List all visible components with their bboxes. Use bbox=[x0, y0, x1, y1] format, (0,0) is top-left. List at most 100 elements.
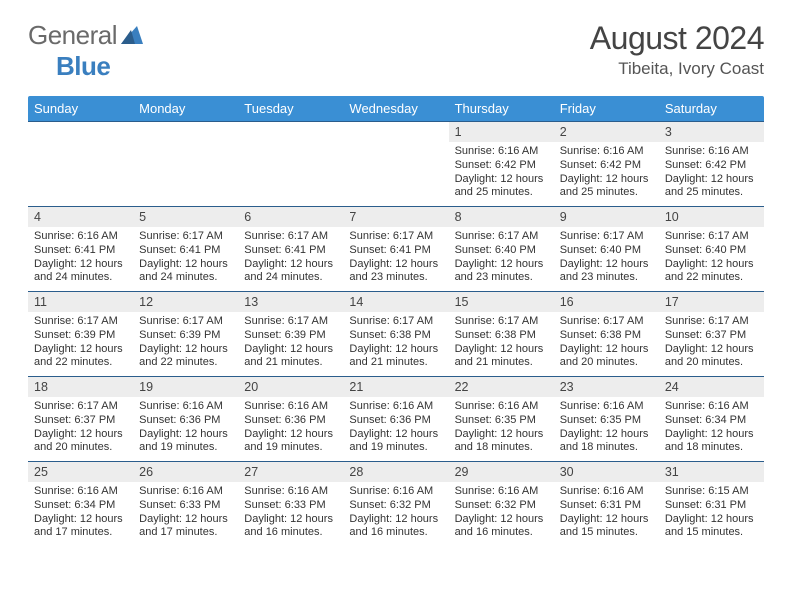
sunrise-value: 6:16 AM bbox=[708, 145, 748, 157]
day-cell: 26Sunrise: 6:16 AMSunset: 6:33 PMDayligh… bbox=[133, 462, 238, 547]
sunrise-label: Sunrise: bbox=[665, 145, 708, 157]
sunset-line: Sunset: 6:38 PM bbox=[349, 329, 442, 343]
day-cell: 19Sunrise: 6:16 AMSunset: 6:36 PMDayligh… bbox=[133, 377, 238, 462]
daylight-label: Daylight: bbox=[665, 258, 711, 270]
sunset-value: 6:42 PM bbox=[495, 159, 536, 171]
sunrise-line: Sunrise: 6:17 AM bbox=[665, 315, 758, 329]
sunrise-value: 6:16 AM bbox=[393, 485, 433, 497]
sunset-label: Sunset: bbox=[665, 159, 705, 171]
day-number: 11 bbox=[28, 292, 133, 312]
sunrise-line: Sunrise: 6:16 AM bbox=[560, 400, 653, 414]
day-data: Sunrise: 6:17 AMSunset: 6:41 PMDaylight:… bbox=[133, 227, 238, 291]
daylight-label: Daylight: bbox=[665, 428, 711, 440]
day-number: 25 bbox=[28, 462, 133, 482]
sunrise-line: Sunrise: 6:17 AM bbox=[34, 400, 127, 414]
day-data: Sunrise: 6:17 AMSunset: 6:41 PMDaylight:… bbox=[238, 227, 343, 291]
daylight-label: Daylight: bbox=[34, 343, 80, 355]
sunset-label: Sunset: bbox=[665, 329, 705, 341]
day-cell: 2Sunrise: 6:16 AMSunset: 6:42 PMDaylight… bbox=[554, 122, 659, 207]
sunrise-value: 6:17 AM bbox=[77, 315, 117, 327]
daylight-label: Daylight: bbox=[139, 258, 185, 270]
day-header-tuesday: Tuesday bbox=[238, 96, 343, 122]
daylight-label: Daylight: bbox=[560, 173, 606, 185]
day-data: Sunrise: 6:16 AMSunset: 6:42 PMDaylight:… bbox=[449, 142, 554, 206]
empty-cell bbox=[238, 122, 343, 207]
daylight-line: Daylight: 12 hours and 20 minutes. bbox=[665, 343, 758, 371]
daylight-line: Daylight: 12 hours and 25 minutes. bbox=[665, 173, 758, 201]
day-data: Sunrise: 6:16 AMSunset: 6:32 PMDaylight:… bbox=[449, 482, 554, 546]
day-data: Sunrise: 6:16 AMSunset: 6:36 PMDaylight:… bbox=[133, 397, 238, 461]
day-number: 8 bbox=[449, 207, 554, 227]
sunset-value: 6:38 PM bbox=[600, 329, 641, 341]
daylight-line: Daylight: 12 hours and 18 minutes. bbox=[665, 428, 758, 456]
daylight-line: Daylight: 12 hours and 18 minutes. bbox=[560, 428, 653, 456]
day-data: Sunrise: 6:17 AMSunset: 6:39 PMDaylight:… bbox=[238, 312, 343, 376]
calendar-table: SundayMondayTuesdayWednesdayThursdayFrid… bbox=[28, 96, 764, 546]
sunrise-value: 6:16 AM bbox=[498, 145, 538, 157]
sunset-label: Sunset: bbox=[139, 499, 179, 511]
sunrise-value: 6:16 AM bbox=[77, 230, 117, 242]
day-cell: 7Sunrise: 6:17 AMSunset: 6:41 PMDaylight… bbox=[343, 207, 448, 292]
sunset-line: Sunset: 6:41 PM bbox=[349, 244, 442, 258]
sunrise-label: Sunrise: bbox=[455, 230, 498, 242]
sunrise-line: Sunrise: 6:16 AM bbox=[455, 485, 548, 499]
sunset-line: Sunset: 6:39 PM bbox=[244, 329, 337, 343]
sunrise-value: 6:15 AM bbox=[708, 485, 748, 497]
empty-cell bbox=[343, 122, 448, 207]
sunset-line: Sunset: 6:42 PM bbox=[455, 159, 548, 173]
logo-text: General Blue bbox=[28, 20, 143, 82]
sunset-label: Sunset: bbox=[560, 414, 600, 426]
sunrise-value: 6:16 AM bbox=[183, 485, 223, 497]
sunrise-value: 6:17 AM bbox=[288, 230, 328, 242]
sunset-value: 6:33 PM bbox=[285, 499, 326, 511]
sunrise-line: Sunrise: 6:15 AM bbox=[665, 485, 758, 499]
day-data: Sunrise: 6:16 AMSunset: 6:35 PMDaylight:… bbox=[449, 397, 554, 461]
day-number: 13 bbox=[238, 292, 343, 312]
day-header-wednesday: Wednesday bbox=[343, 96, 448, 122]
sunrise-line: Sunrise: 6:17 AM bbox=[349, 315, 442, 329]
sunset-line: Sunset: 6:41 PM bbox=[244, 244, 337, 258]
sunset-line: Sunset: 6:39 PM bbox=[34, 329, 127, 343]
sunrise-label: Sunrise: bbox=[665, 230, 708, 242]
daylight-label: Daylight: bbox=[560, 343, 606, 355]
day-cell: 24Sunrise: 6:16 AMSunset: 6:34 PMDayligh… bbox=[659, 377, 764, 462]
day-cell: 5Sunrise: 6:17 AMSunset: 6:41 PMDaylight… bbox=[133, 207, 238, 292]
day-cell: 8Sunrise: 6:17 AMSunset: 6:40 PMDaylight… bbox=[449, 207, 554, 292]
day-number: 9 bbox=[554, 207, 659, 227]
day-cell: 3Sunrise: 6:16 AMSunset: 6:42 PMDaylight… bbox=[659, 122, 764, 207]
daylight-label: Daylight: bbox=[349, 343, 395, 355]
sunset-value: 6:36 PM bbox=[180, 414, 221, 426]
day-cell: 9Sunrise: 6:17 AMSunset: 6:40 PMDaylight… bbox=[554, 207, 659, 292]
sunrise-label: Sunrise: bbox=[34, 400, 77, 412]
day-data: Sunrise: 6:17 AMSunset: 6:37 PMDaylight:… bbox=[659, 312, 764, 376]
sunset-label: Sunset: bbox=[560, 159, 600, 171]
daylight-label: Daylight: bbox=[349, 428, 395, 440]
day-data: Sunrise: 6:16 AMSunset: 6:42 PMDaylight:… bbox=[554, 142, 659, 206]
day-data: Sunrise: 6:17 AMSunset: 6:38 PMDaylight:… bbox=[554, 312, 659, 376]
sunset-value: 6:42 PM bbox=[705, 159, 746, 171]
sunrise-label: Sunrise: bbox=[665, 400, 708, 412]
day-cell: 14Sunrise: 6:17 AMSunset: 6:38 PMDayligh… bbox=[343, 292, 448, 377]
sunset-line: Sunset: 6:33 PM bbox=[244, 499, 337, 513]
sunset-line: Sunset: 6:32 PM bbox=[455, 499, 548, 513]
sunset-label: Sunset: bbox=[665, 499, 705, 511]
day-number: 18 bbox=[28, 377, 133, 397]
sunrise-value: 6:16 AM bbox=[393, 400, 433, 412]
day-data: Sunrise: 6:15 AMSunset: 6:31 PMDaylight:… bbox=[659, 482, 764, 546]
day-cell: 11Sunrise: 6:17 AMSunset: 6:39 PMDayligh… bbox=[28, 292, 133, 377]
sunrise-line: Sunrise: 6:16 AM bbox=[244, 485, 337, 499]
day-data: Sunrise: 6:16 AMSunset: 6:36 PMDaylight:… bbox=[238, 397, 343, 461]
day-number: 12 bbox=[133, 292, 238, 312]
sunset-value: 6:39 PM bbox=[74, 329, 115, 341]
sunset-value: 6:35 PM bbox=[600, 414, 641, 426]
day-data: Sunrise: 6:17 AMSunset: 6:39 PMDaylight:… bbox=[28, 312, 133, 376]
daylight-label: Daylight: bbox=[349, 513, 395, 525]
sunrise-value: 6:17 AM bbox=[498, 315, 538, 327]
sunset-value: 6:42 PM bbox=[600, 159, 641, 171]
sunrise-line: Sunrise: 6:17 AM bbox=[455, 315, 548, 329]
sunset-line: Sunset: 6:38 PM bbox=[455, 329, 548, 343]
day-cell: 4Sunrise: 6:16 AMSunset: 6:41 PMDaylight… bbox=[28, 207, 133, 292]
sunset-value: 6:38 PM bbox=[390, 329, 431, 341]
day-number: 7 bbox=[343, 207, 448, 227]
sunrise-value: 6:17 AM bbox=[708, 230, 748, 242]
